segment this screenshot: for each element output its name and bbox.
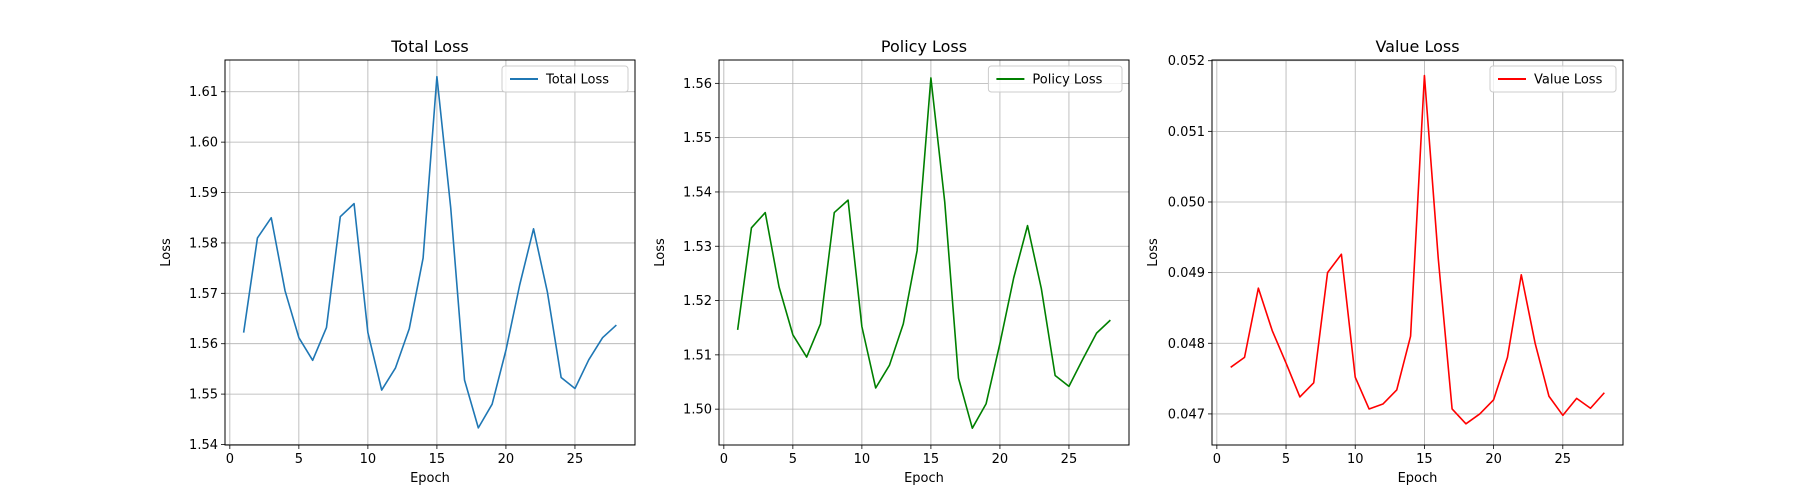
y-tick-label: 1.56 bbox=[683, 77, 712, 92]
chart-panel-1: 0 5 10 15 20 25 1.54 1.55 1.56 1.57 1.58 1.59 1.60 1.… bbox=[159, 37, 636, 486]
x-tick-label: 10 bbox=[360, 452, 377, 467]
x-tick-label: 10 bbox=[1347, 452, 1364, 467]
x-tick-label: 5 bbox=[789, 452, 797, 467]
legend-label: Value Loss bbox=[1534, 73, 1603, 88]
x-tick-label: 15 bbox=[923, 452, 940, 467]
x-tick-label: 0 bbox=[226, 452, 234, 467]
x-tick-label: 20 bbox=[498, 452, 515, 467]
chart-panel-3: 0 5 10 15 20 25 0.047 0.048 0.049 0.050 0.051 0.052… bbox=[1146, 37, 1624, 486]
x-tick-label: 0 bbox=[720, 452, 728, 467]
x-tick-label: 20 bbox=[1485, 452, 1502, 467]
series-line bbox=[736, 77, 1111, 429]
y-tick-label: 0.052 bbox=[1168, 54, 1205, 69]
y-tick-label: 1.55 bbox=[683, 131, 712, 146]
x-axis-label: Epoch bbox=[1398, 471, 1438, 486]
y-tick-label: 1.60 bbox=[189, 136, 218, 151]
y-tick-label: 1.54 bbox=[683, 185, 712, 200]
series-line bbox=[242, 75, 617, 429]
y-tick-label: 0.049 bbox=[1168, 266, 1205, 281]
y-tick-label: 1.52 bbox=[683, 294, 712, 309]
legend-box bbox=[1489, 65, 1617, 93]
y-tick-label: 1.50 bbox=[683, 403, 712, 418]
y-tick-label: 1.51 bbox=[683, 348, 712, 363]
legend: Total Loss bbox=[501, 65, 629, 93]
x-tick-label: 15 bbox=[429, 452, 446, 467]
y-tick-label: 1.54 bbox=[189, 438, 218, 453]
chart-title: Total Loss bbox=[390, 37, 469, 56]
legend-box bbox=[987, 65, 1123, 93]
y-tick-label: 1.58 bbox=[189, 236, 218, 251]
x-tick-label: 5 bbox=[1282, 452, 1290, 467]
axes-frame bbox=[1211, 59, 1624, 446]
chart-title: Value Loss bbox=[1375, 37, 1459, 56]
x-tick-label: 15 bbox=[1416, 452, 1433, 467]
chart-panel-2: 0 5 10 15 20 25 1.50 1.51 1.52 1.53 1.54 1.55 1.56 Po… bbox=[653, 37, 1130, 486]
y-tick-label: 1.57 bbox=[189, 287, 218, 302]
x-tick-label: 0 bbox=[1213, 452, 1221, 467]
legend-box bbox=[501, 65, 629, 93]
x-tick-label: 25 bbox=[567, 452, 584, 467]
legend: Value Loss bbox=[1489, 65, 1617, 93]
legend-label: Total Loss bbox=[545, 73, 609, 88]
x-axis-label: Epoch bbox=[904, 471, 944, 486]
legend-label: Policy Loss bbox=[1032, 73, 1102, 88]
y-tick-label: 0.050 bbox=[1168, 195, 1205, 210]
x-tick-label: 10 bbox=[854, 452, 871, 467]
axes-frame bbox=[718, 59, 1130, 446]
y-tick-label: 1.59 bbox=[189, 186, 218, 201]
x-tick-label: 25 bbox=[1061, 452, 1078, 467]
y-tick-label: 0.051 bbox=[1168, 125, 1205, 140]
legend: Policy Loss bbox=[987, 65, 1123, 93]
y-tick-label: 0.048 bbox=[1168, 337, 1205, 352]
y-tick-label: 1.61 bbox=[189, 85, 218, 100]
y-axis-label: Loss bbox=[653, 238, 668, 267]
x-tick-label: 5 bbox=[295, 452, 303, 467]
x-axis-label: Epoch bbox=[410, 471, 450, 486]
series-line bbox=[1230, 74, 1605, 425]
y-axis-label: Loss bbox=[1146, 238, 1161, 267]
y-axis-label: Loss bbox=[159, 238, 174, 267]
y-tick-label: 1.53 bbox=[683, 240, 712, 255]
y-tick-label: 1.55 bbox=[189, 388, 218, 403]
y-tick-label: 1.56 bbox=[189, 337, 218, 352]
chart-title: Policy Loss bbox=[881, 37, 967, 56]
y-tick-label: 0.047 bbox=[1168, 407, 1205, 422]
x-tick-label: 25 bbox=[1555, 452, 1572, 467]
axes-frame bbox=[224, 59, 636, 446]
x-tick-label: 20 bbox=[992, 452, 1009, 467]
